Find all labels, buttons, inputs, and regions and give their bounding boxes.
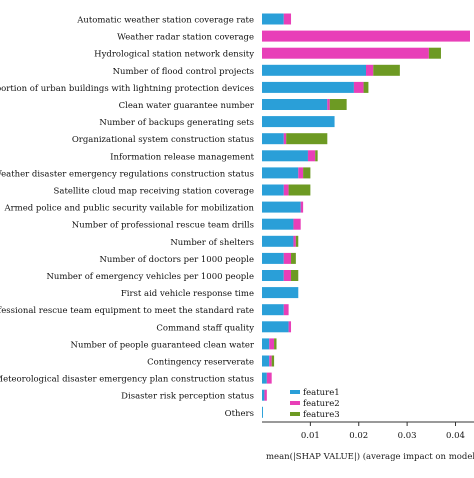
bar-feature2-hydrological-station-network-density	[262, 47, 429, 59]
bar-feature1-proportion-of-urban-buildings-with-lightning-protection-devices	[262, 81, 354, 93]
bar-feature3-number-of-flood-control-projects	[373, 64, 400, 76]
bar-feature1-disaster-risk-perception-status	[262, 389, 265, 401]
category-label-weather-disaster-emergency-regulations-construction-status: Weather disaster emergency regulations c…	[0, 169, 254, 179]
category-label-others: Others	[225, 409, 254, 419]
bar-feature1-number-of-backups-generating-sets	[262, 116, 335, 128]
bar-feature1-clean-water-guarantee-number	[262, 99, 328, 110]
bar-feature1-number-of-flood-control-projects	[262, 64, 366, 76]
category-label-organizational-system-construction-status: Organizational system construction statu…	[72, 135, 254, 145]
bar-feature1-professional-rescue-team-equipment-to-meet-the-standard-rate	[262, 304, 284, 316]
category-label-information-release-management: Information release management	[110, 152, 254, 162]
category-label-number-of-people-guaranteed-clean-water: Number of people guaranteed clean water	[71, 340, 255, 350]
bar-feature1-contingency-reserverate	[262, 355, 270, 367]
bar-feature3-weather-disaster-emergency-regulations-construction-status	[303, 167, 311, 179]
bars-layer	[262, 13, 470, 418]
bar-feature2-number-of-flood-control-projects	[366, 64, 374, 76]
category-label-hydrological-station-network-density: Hydrological station network density	[94, 50, 254, 60]
x-tick-label-2: 0.03	[398, 431, 417, 441]
category-label-first-aid-vehicle-response-time: First aid vehicle response time	[121, 289, 254, 299]
bar-feature3-number-of-shelters	[295, 235, 299, 247]
x-tick-label-0: 0.01	[301, 431, 320, 441]
category-label-number-of-backups-generating-sets: Number of backups generating sets	[99, 118, 254, 128]
bar-feature2-armed-police-and-public-security-vailable-for-mobilization	[300, 201, 304, 213]
bar-feature2-number-of-people-guaranteed-clean-water	[269, 338, 275, 350]
bar-feature1-automatic-weather-station-coverage-rate	[262, 13, 284, 25]
bar-feature2-automatic-weather-station-coverage-rate	[283, 13, 292, 25]
bar-feature1-number-of-people-guaranteed-clean-water	[262, 338, 270, 350]
legend-label-feature2: feature2	[303, 399, 340, 409]
bar-feature1-command-staff-quality	[262, 321, 289, 333]
bar-feature1-others	[262, 406, 263, 418]
category-label-command-staff-quality: Command staff quality	[156, 323, 254, 333]
bar-feature1-satellite-cloud-map-receiving-station-coverage	[262, 184, 284, 196]
bar-feature2-number-of-doctors-per-1000-people	[283, 252, 292, 264]
bar-feature2-meteorological-disaster-emergency-plan-construction-status	[266, 372, 272, 384]
category-label-number-of-emergency-vehicles-per-1000-people: Number of emergency vehicles per 1000 pe…	[46, 272, 254, 282]
category-labels: Automatic weather station coverage rate W…	[0, 16, 255, 419]
bar-feature3-contingency-reserverate	[271, 355, 275, 367]
bar-feature2-number-of-professional-rescue-team-drills	[293, 218, 301, 230]
category-label-automatic-weather-station-coverage-rate: Automatic weather station coverage rate	[76, 16, 254, 26]
category-label-proportion-of-urban-buildings-with-lightning-protection-devices: Proportion of urban buildings with light…	[0, 84, 254, 94]
x-axis-label: mean(|SHAP VALUE|) (average impact on mo…	[266, 451, 474, 462]
category-label-number-of-shelters: Number of shelters	[170, 238, 254, 248]
bar-feature2-number-of-emergency-vehicles-per-1000-people	[283, 270, 292, 281]
bar-feature2-information-release-management	[307, 150, 316, 162]
bar-feature3-number-of-doctors-per-1000-people	[291, 252, 296, 264]
legend-swatch-feature1	[290, 390, 300, 394]
category-label-number-of-flood-control-projects: Number of flood control projects	[113, 67, 254, 77]
bar-feature2-contingency-reserverate	[269, 355, 272, 367]
bar-feature2-professional-rescue-team-equipment-to-meet-the-standard-rate	[283, 304, 289, 316]
x-tick-label-3: 0.04	[446, 431, 465, 441]
category-label-disaster-risk-perception-status: Disaster risk perception status	[121, 392, 254, 402]
bar-feature3-number-of-people-guaranteed-clean-water	[274, 338, 277, 350]
x-axis-ticks: 0.01 0.02 0.03 0.04	[301, 422, 465, 441]
category-label-number-of-doctors-per-1000-people: Number of doctors per 1000 people	[99, 255, 254, 265]
bar-feature1-number-of-shelters	[262, 235, 294, 247]
bar-feature1-first-aid-vehicle-response-time	[262, 287, 299, 299]
bar-feature3-proportion-of-urban-buildings-with-lightning-protection-devices	[363, 81, 369, 93]
category-label-contingency-reserverate: Contingency reserverate	[147, 358, 254, 368]
bar-feature2-number-of-shelters	[293, 235, 296, 247]
bar-feature1-number-of-professional-rescue-team-drills	[262, 218, 294, 230]
bar-feature3-satellite-cloud-map-receiving-station-coverage	[288, 184, 311, 196]
bar-feature2-command-staff-quality	[288, 321, 292, 333]
category-label-clean-water-guarantee-number: Clean water guarantee number	[119, 101, 255, 111]
legend-label-feature1: feature1	[303, 388, 340, 398]
bar-feature2-weather-radar-station-coverage	[262, 30, 470, 42]
bar-feature1-organizational-system-construction-status	[262, 133, 284, 145]
category-label-meteorological-disaster-emergency-plan-construction-status: Meteorological disaster emergency plan c…	[0, 375, 254, 385]
bar-feature1-weather-disaster-emergency-regulations-construction-status	[262, 167, 299, 179]
legend-label-feature3: feature3	[303, 410, 340, 420]
legend-swatch-feature2	[290, 401, 300, 405]
bar-feature3-clean-water-guarantee-number	[329, 99, 347, 110]
category-label-number-of-professional-rescue-team-drills: Number of professional rescue team drill…	[72, 221, 254, 231]
bar-feature2-satellite-cloud-map-receiving-station-coverage	[283, 184, 289, 196]
bar-feature1-number-of-doctors-per-1000-people	[262, 252, 284, 264]
category-label-professional-rescue-team-equipment-to-meet-the-standard-rate: Professional rescue team equipment to me…	[0, 306, 254, 316]
bar-feature2-weather-disaster-emergency-regulations-construction-status	[298, 167, 304, 179]
bar-feature3-number-of-emergency-vehicles-per-1000-people	[291, 270, 299, 281]
category-label-weather-radar-station-coverage: Weather radar station coverage	[117, 33, 254, 43]
bar-feature2-clean-water-guarantee-number	[327, 99, 330, 110]
bar-feature1-number-of-emergency-vehicles-per-1000-people	[262, 270, 284, 281]
bar-feature3-organizational-system-construction-status	[286, 133, 328, 145]
category-label-satellite-cloud-map-receiving-station-coverage: Satellite cloud map receiving station co…	[54, 187, 254, 197]
bar-feature1-meteorological-disaster-emergency-plan-construction-status	[262, 372, 267, 384]
legend-swatch-feature3	[290, 412, 300, 416]
bar-feature2-disaster-risk-perception-status	[264, 389, 267, 401]
category-label-armed-police-and-public-security-vailable-for-mobilization: Armed police and public security vailabl…	[3, 204, 254, 214]
bar-feature2-organizational-system-construction-status	[283, 133, 287, 145]
bar-feature1-armed-police-and-public-security-vailable-for-mobilization	[262, 201, 301, 213]
bar-feature3-information-release-management	[315, 150, 318, 162]
bar-feature3-hydrological-station-network-density	[428, 47, 441, 59]
x-tick-label-1: 0.02	[349, 431, 368, 441]
bar-feature1-information-release-management	[262, 150, 308, 162]
bar-feature2-proportion-of-urban-buildings-with-lightning-protection-devices	[353, 81, 364, 93]
